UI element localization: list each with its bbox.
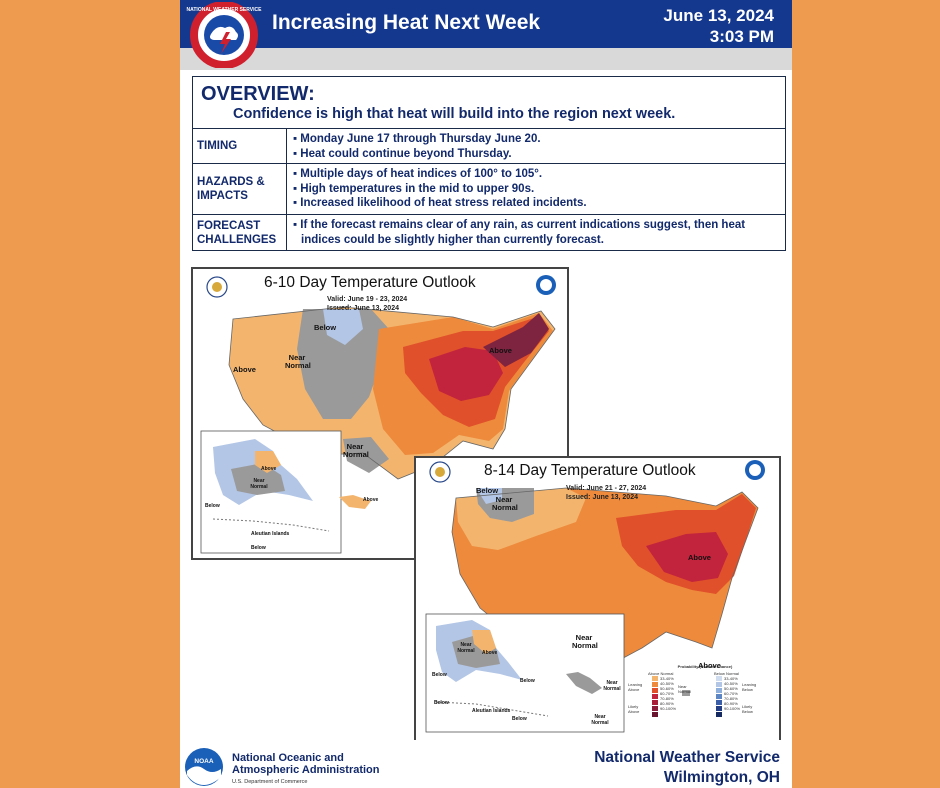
label-ak-above: Above	[482, 650, 498, 656]
row-label: TIMING	[193, 129, 287, 163]
noaa-line: National Oceanic and	[232, 752, 344, 764]
label-near-normal-tx: Near Normal	[572, 633, 598, 650]
row-body: ▪ If the forecast remains clear of any r…	[287, 215, 785, 250]
legend-near-normal: Near Normal	[678, 684, 691, 694]
label-ak-near-normal: Near Normal	[250, 478, 268, 490]
label-below: Below	[314, 323, 337, 332]
row-label: FORECAST CHALLENGES	[193, 215, 287, 250]
label-ak-below: Below	[205, 503, 220, 509]
label-ak-below: Below	[512, 716, 527, 722]
list-item: ▪ High temperatures in the mid to upper …	[293, 182, 535, 195]
legend-leaning-below: Leaning Below	[742, 682, 757, 692]
list-item: ▪ If the forecast remains clear of any r…	[293, 219, 746, 246]
label-hi-near-normal: Near Normal	[591, 714, 609, 726]
noaa-logo: NOAA	[185, 748, 223, 786]
label-ak-below: Below	[520, 678, 535, 684]
label-hi-near-normal: Near Normal	[603, 680, 621, 692]
outlook-map-8-14-graphic	[425, 460, 765, 733]
legend-bin: 33-40%	[660, 676, 674, 681]
noaa-logo-text: NOAA	[194, 758, 213, 765]
issue-datetime: June 13, 2024 3:03 PM	[663, 5, 774, 47]
row-timing: TIMING ▪ Monday June 17 through Thursday…	[193, 129, 785, 164]
page-title: Increasing Heat Next Week	[272, 11, 541, 34]
label-ak-below: Below	[434, 700, 449, 706]
noaa-department: U.S. Department of Commerce	[232, 779, 308, 785]
row-body: ▪ Multiple days of heat indices of 100° …	[287, 164, 785, 214]
legend-title: Probability (Percent Chance)	[677, 664, 733, 669]
row-body: ▪ Monday June 17 through Thursday June 2…	[287, 129, 785, 163]
row-hazards: HAZARDS & IMPACTS ▪ Multiple days of hea…	[193, 164, 785, 215]
label-ak-above: Above	[261, 466, 277, 472]
legend-above-bins: 33-40% 40-50% 50-60% 60-70% 70-80% 80-90…	[660, 676, 676, 711]
legend-bin: 60-70%	[660, 691, 674, 696]
legend-bin: 90-100%	[660, 706, 677, 711]
issue-date: June 13, 2024	[663, 6, 774, 25]
map-title: 8-14 Day Temperature Outlook	[484, 462, 696, 479]
list-item: ▪ Increased likelihood of heat stress re…	[293, 197, 587, 209]
legend-likely-above: Likely Above	[628, 704, 640, 714]
legend-bin: 40-50%	[660, 681, 674, 686]
nws-name: National Weather Service	[594, 749, 780, 766]
footer: NOAA National Oceanic and Atmospheric Ad…	[180, 740, 792, 788]
legend-bin: 50-60%	[724, 686, 738, 691]
legend-bin: 70-80%	[724, 696, 738, 701]
list-item: ▪ Heat could continue beyond Thursday.	[293, 147, 512, 160]
label-near-normal-nw: Near Normal	[492, 495, 518, 512]
label-near-normal-tx: Near Normal	[343, 442, 369, 459]
label-below: Below	[476, 486, 499, 495]
label-below-small: Below	[251, 545, 266, 551]
legend-bin: 60-70%	[724, 691, 738, 696]
legend-above-header: Above Normal	[648, 671, 674, 676]
header-bar: Increasing Heat Next Week June 13, 2024 …	[180, 0, 792, 48]
label-hi-above: Above	[363, 497, 379, 503]
label-above-west: Above	[233, 365, 256, 374]
label-above-fl: Above	[698, 661, 721, 670]
legend-bin: 70-80%	[660, 696, 674, 701]
issue-time: 3:03 PM	[709, 27, 774, 46]
overview-table: OVERVIEW: Confidence is high that heat w…	[192, 76, 786, 251]
legend-bin: 33-40%	[724, 676, 738, 681]
noaa-line: Atmospheric Administration	[232, 764, 380, 776]
valid-dates: Valid: June 21 - 27, 2024	[566, 485, 647, 492]
label-near-normal: Near Normal	[285, 353, 311, 370]
legend-bin: 50-60%	[660, 686, 674, 691]
issued-date: Issued: June 13, 2024	[327, 305, 399, 312]
map-dates: Valid: June 21 - 27, 2024 Issued: June 1…	[566, 484, 646, 502]
overview-subtitle: Confidence is high that heat will build …	[233, 106, 676, 122]
legend-bin: 40-50%	[724, 681, 738, 686]
label-aleutian: Aleutian Islands	[472, 708, 511, 714]
overview-header: OVERVIEW: Confidence is high that heat w…	[193, 77, 785, 129]
outlook-map-6-10-day: 6-10 Day Temperature Outlook Valid: June…	[191, 267, 569, 560]
nws-logo: NATIONAL WEATHER SERVICE	[187, 2, 263, 68]
issued-date: Issued: June 13, 2024	[566, 494, 638, 501]
label-above-east: Above	[489, 346, 512, 355]
outlook-map-6-10-graphic	[200, 275, 556, 554]
list-item: ▪ Multiple days of heat indices of 100° …	[293, 168, 543, 180]
label-aleutian: Aleutian Islands	[251, 531, 290, 537]
header-divider	[180, 48, 792, 70]
label-ak-below: Below	[432, 672, 447, 678]
legend-below-header: Below Normal	[714, 671, 739, 676]
legend-leaning-above: Leaning Above	[628, 682, 643, 692]
row-label: HAZARDS & IMPACTS	[193, 164, 287, 214]
legend-likely-below: Likely Below	[742, 704, 753, 714]
legend-below-bins: 33-40% 40-50% 50-60% 60-70% 70-80% 80-90…	[724, 676, 740, 711]
label-ak-near-normal: Near Normal	[457, 642, 475, 654]
map-title: 6-10 Day Temperature Outlook	[264, 274, 476, 291]
row-forecast-challenges: FORECAST CHALLENGES ▪ If the forecast re…	[193, 215, 785, 250]
nws-location: Wilmington, OH	[663, 769, 780, 786]
list-item: ▪ Monday June 17 through Thursday June 2…	[293, 133, 541, 145]
label-above-east: Above	[688, 553, 711, 562]
valid-dates: Valid: June 19 - 23, 2024	[327, 296, 408, 303]
nws-logo-text: NATIONAL WEATHER SERVICE	[187, 7, 263, 13]
legend-bin: 80-90%	[660, 701, 674, 706]
overview-title: OVERVIEW:	[201, 83, 315, 105]
map-dates: Valid: June 19 - 23, 2024 Issued: June 1…	[327, 295, 407, 313]
noaa-name: National Oceanic and Atmospheric Adminis…	[232, 752, 380, 776]
briefing-slide: Increasing Heat Next Week June 13, 2024 …	[180, 0, 792, 788]
legend-bin: 80-90%	[724, 701, 738, 706]
nws-office: National Weather Service Wilmington, OH	[594, 748, 780, 788]
outlook-map-8-14-day: 8-14 Day Temperature Outlook Valid: June…	[414, 456, 781, 742]
legend-bin: 90-100%	[724, 706, 741, 711]
